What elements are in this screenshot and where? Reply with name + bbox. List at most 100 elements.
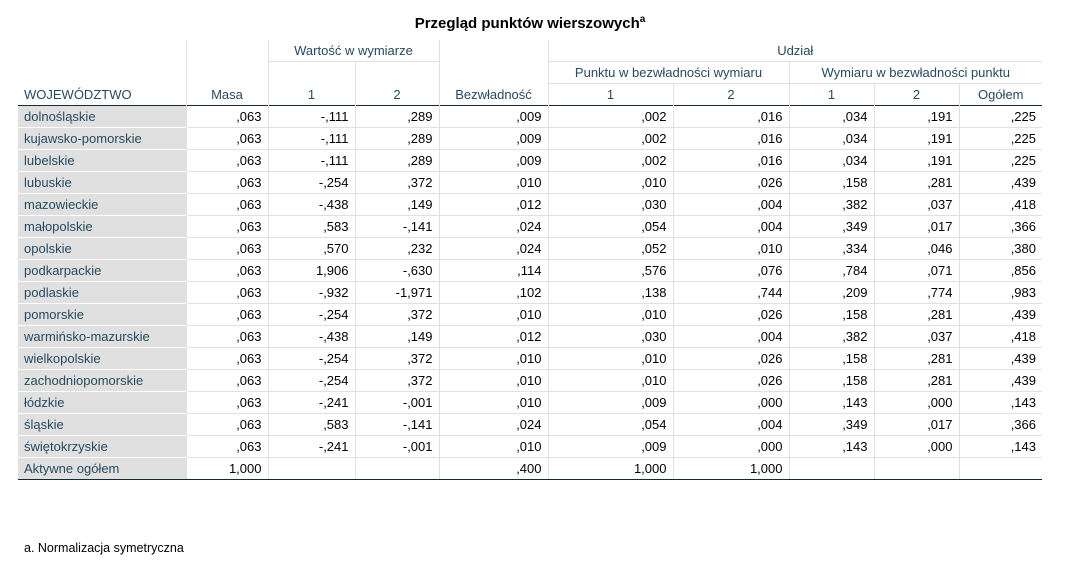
- table-cell: ,372: [354, 369, 439, 392]
- table-cell: ,000: [672, 435, 789, 458]
- table-cell: [873, 457, 959, 480]
- row-label: małopolskie: [18, 215, 186, 238]
- table-cell: ,063: [185, 281, 268, 304]
- table-row: wielkopolskie ,063 -,254,372,010,010,026,1…: [18, 347, 1042, 370]
- table-cell: ,570: [267, 237, 355, 260]
- table-cell: ,063: [185, 325, 268, 348]
- table-cell: ,010: [547, 171, 673, 194]
- table-cell: ,143: [958, 391, 1042, 414]
- table-cell: ,102: [438, 281, 548, 304]
- table-cell: ,143: [958, 435, 1042, 458]
- table-cell: ,016: [672, 105, 789, 128]
- table-cell: ,225: [958, 105, 1042, 128]
- table-row: małopolskie ,063,583 -,141,024,054,004,349…: [18, 215, 1042, 238]
- table-cell: ,225: [958, 149, 1042, 172]
- table-cell: ,004: [672, 215, 789, 238]
- table-cell: ,281: [873, 347, 959, 370]
- table-cell: ,034: [788, 127, 874, 150]
- header-dim-inertia: Wymiaru w bezwładności punktu: [788, 61, 1042, 84]
- header-empty: [354, 61, 439, 84]
- table-cell: ,009: [438, 149, 548, 172]
- table-cell: ,012: [438, 325, 548, 348]
- row-label: świętokrzyskie: [18, 435, 186, 458]
- header-dim-2: 2: [354, 83, 439, 106]
- table-row: świętokrzyskie ,063 -,241 -,001,010,009,000…: [18, 435, 1042, 458]
- table-cell: ,281: [873, 303, 959, 326]
- table-row: mazowieckie ,063 -,438,149,012,030,004,382…: [18, 193, 1042, 216]
- table-cell: ,439: [958, 347, 1042, 370]
- table-cell: ,004: [672, 193, 789, 216]
- table-cell: [788, 457, 874, 480]
- table-cell: ,024: [438, 237, 548, 260]
- table-cell: ,034: [788, 149, 874, 172]
- table-row: podkarpackie ,063 1,906 -,630,114,576,076,7…: [18, 259, 1042, 282]
- table-cell: -,241: [267, 391, 355, 414]
- table-cell: ,149: [354, 325, 439, 348]
- table-cell: ,024: [438, 413, 548, 436]
- table-cell: ,366: [958, 413, 1042, 436]
- table-cell: ,158: [788, 171, 874, 194]
- table-cell: ,000: [873, 435, 959, 458]
- table-cell: ,225: [958, 127, 1042, 150]
- row-label: śląskie: [18, 413, 186, 436]
- table-cell: ,281: [873, 171, 959, 194]
- table-cell: ,034: [788, 105, 874, 128]
- table-cell: ,010: [438, 369, 548, 392]
- table-cell: ,063: [185, 215, 268, 238]
- table-cell: ,000: [672, 391, 789, 414]
- table-row: opolskie ,063,570,232,024,052,010,334,046…: [18, 237, 1042, 260]
- table-cell: ,744: [672, 281, 789, 304]
- header-value-group: Wartość w wymiarze: [267, 40, 439, 62]
- table-row: podlaskie ,063 -,932 -1,971,102,138,744,209…: [18, 281, 1042, 304]
- table-cell: ,209: [788, 281, 874, 304]
- table-cell: -,111: [267, 127, 355, 150]
- table-cell: -,254: [267, 303, 355, 326]
- table-cell: ,063: [185, 149, 268, 172]
- table-cell: 1,000: [672, 457, 789, 480]
- row-label: lubuskie: [18, 171, 186, 194]
- table-cell: ,418: [958, 325, 1042, 348]
- table-cell: ,289: [354, 149, 439, 172]
- row-label: wielkopolskie: [18, 347, 186, 370]
- table-cell: ,010: [547, 347, 673, 370]
- table-cell: ,009: [438, 105, 548, 128]
- table-cell: ,063: [185, 237, 268, 260]
- table-cell: -,932: [267, 281, 355, 304]
- table-cell: ,289: [354, 105, 439, 128]
- table-cell: ,380: [958, 237, 1042, 260]
- table-row: warmińsko-mazurskie ,063 -,438,149,012,030…: [18, 325, 1042, 348]
- table-cell: ,349: [788, 215, 874, 238]
- table-cell: ,002: [547, 149, 673, 172]
- table-cell: ,439: [958, 171, 1042, 194]
- table-cell: -,438: [267, 325, 355, 348]
- table-cell: ,002: [547, 105, 673, 128]
- row-label: dolnośląskie: [18, 105, 186, 128]
- header-row-2: Punktu w bezwładności wymiaru Wymiaru w …: [18, 61, 1042, 84]
- table-cell: -,001: [354, 435, 439, 458]
- table-cell: ,063: [185, 105, 268, 128]
- row-label: kujawsko-pomorskie: [18, 127, 186, 150]
- table-title-text: Przegląd punktów wierszowych: [414, 15, 640, 32]
- table-cell: ,063: [185, 259, 268, 282]
- total-row: Aktywne ogółem 1,000,400 1,000 1,000: [18, 457, 1042, 480]
- table-cell: ,010: [547, 303, 673, 326]
- table-row: zachodniopomorskie ,063 -,254,372,010,010,…: [18, 369, 1042, 392]
- table-cell: ,002: [547, 127, 673, 150]
- table-cell: -,141: [354, 413, 439, 436]
- row-label: podkarpackie: [18, 259, 186, 282]
- table-cell: ,583: [267, 215, 355, 238]
- header-empty: [438, 61, 548, 84]
- header-share-group: Udział: [547, 40, 1042, 62]
- row-label: opolskie: [18, 237, 186, 260]
- table-cell: ,191: [873, 127, 959, 150]
- table-cell: ,012: [438, 193, 548, 216]
- table-cell: ,017: [873, 413, 959, 436]
- header-empty: [185, 61, 268, 84]
- row-label: podlaskie: [18, 281, 186, 304]
- table-cell: ,158: [788, 347, 874, 370]
- table-cell: ,143: [788, 391, 874, 414]
- table-cell: ,037: [873, 193, 959, 216]
- header-empty: [185, 40, 268, 62]
- table-cell: ,063: [185, 369, 268, 392]
- table-row: kujawsko-pomorskie ,063 -,111,289,009,002,…: [18, 127, 1042, 150]
